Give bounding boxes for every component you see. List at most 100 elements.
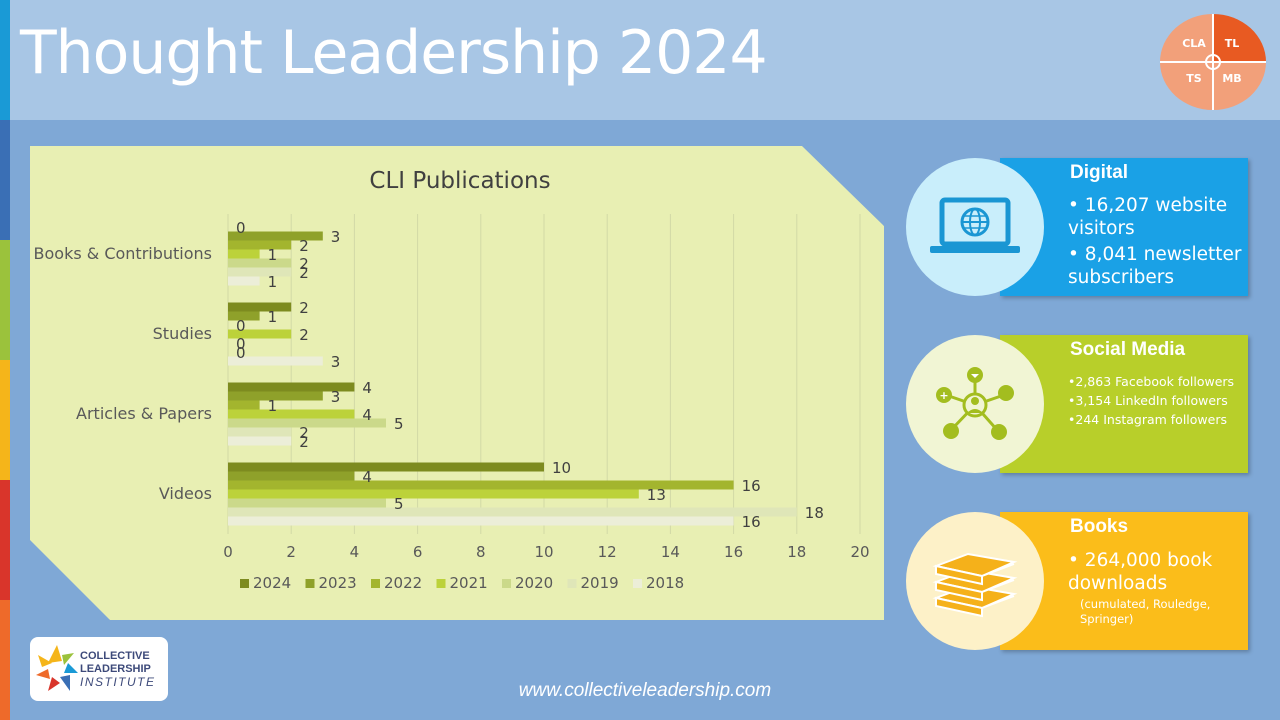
logo-line-1: COLLECTIVE <box>80 650 150 662</box>
digital-stat: • 8,041 newsletter subscribers <box>1068 244 1242 288</box>
x-tick-label: 6 <box>413 543 423 561</box>
bar-2018 <box>228 516 734 526</box>
books-icon-circle <box>906 512 1044 650</box>
data-label: 0 <box>236 344 246 362</box>
books-card: Books • 264,000 book downloads (cumulate… <box>906 512 1248 650</box>
bar-2019 <box>228 427 292 437</box>
social-stat-text: 244 Instagram followers <box>1075 412 1227 427</box>
social-stat: •244 Instagram followers <box>1068 412 1227 427</box>
data-label: 2 <box>299 299 309 317</box>
bar-2018 <box>228 276 260 286</box>
bar-2024 <box>228 302 292 312</box>
data-label: 1 <box>268 308 278 326</box>
bar-2023 <box>228 391 323 401</box>
x-tick-label: 8 <box>476 543 486 561</box>
data-label: 10 <box>552 459 571 477</box>
data-label: 3 <box>331 353 341 371</box>
data-label: 16 <box>742 513 761 531</box>
bar-2019 <box>228 507 797 517</box>
legend-label: 2018 <box>646 574 684 592</box>
digital-stat-text: 16,207 website visitors <box>1068 195 1228 239</box>
bar-2022 <box>228 480 734 490</box>
svg-text:+: + <box>939 389 948 402</box>
bar-2018 <box>228 356 323 366</box>
bar-2019 <box>228 267 292 277</box>
bar-2023 <box>228 311 260 321</box>
quadrant-tl: TL <box>1225 37 1240 50</box>
social-stat-text: 2,863 Facebook followers <box>1075 374 1235 389</box>
data-label: 4 <box>362 379 372 397</box>
data-label: 16 <box>742 477 761 495</box>
digital-stat-text: 8,041 newsletter subscribers <box>1068 244 1242 288</box>
data-label: 2 <box>299 255 309 273</box>
x-tick-label: 20 <box>850 543 869 561</box>
x-tick-label: 10 <box>534 543 553 561</box>
legend-swatch <box>567 579 577 588</box>
data-label: 1 <box>268 246 278 264</box>
legend-label: 2020 <box>515 574 553 592</box>
data-label: 4 <box>362 468 372 486</box>
legend-swatch <box>502 579 511 588</box>
legend-swatch <box>305 579 315 588</box>
quadrant-logo: CLA TL TS MB <box>1160 14 1266 110</box>
x-tick-label: 4 <box>350 543 360 561</box>
legend-swatch <box>633 579 642 588</box>
chart-category-labels: Books & Contributions Studies Articles & P… <box>34 244 212 503</box>
legend-label: 2024 <box>253 574 291 592</box>
chart-title: CLI Publications <box>369 168 550 194</box>
bar-2021 <box>228 489 639 499</box>
category-label: Studies <box>153 324 212 343</box>
social-media-card: + Social Media •2,863 Facebook followers… <box>906 335 1248 473</box>
legend-swatch <box>240 579 249 588</box>
website-link[interactable]: www.collectiveleadership.com <box>518 680 772 701</box>
data-label: 5 <box>394 415 404 433</box>
books-note: (cumulated, Rouledge, Springer) <box>1080 597 1211 626</box>
digital-card: Digital • 16,207 website visitors • 8,04… <box>906 158 1248 296</box>
x-tick-label: 12 <box>598 543 617 561</box>
bar-2022 <box>228 400 260 410</box>
data-label: 2 <box>299 326 309 344</box>
data-label: 18 <box>805 504 824 522</box>
digital-title: Digital <box>1070 162 1129 183</box>
quadrant-mb: MB <box>1222 72 1241 85</box>
bar-2021 <box>228 409 355 419</box>
books-stats: • 264,000 book downloads (cumulated, Rou… <box>1068 549 1248 627</box>
x-tick-label: 18 <box>787 543 806 561</box>
category-label: Videos <box>159 484 212 503</box>
chart-panel <box>30 146 884 620</box>
bar-2020 <box>228 498 386 508</box>
bar-2018 <box>228 436 292 446</box>
books-title: Books <box>1070 516 1129 537</box>
data-label: 4 <box>362 406 372 424</box>
books-stat-text: 264,000 book downloads <box>1068 550 1213 594</box>
social-title: Social Media <box>1070 339 1186 360</box>
laptop-globe-icon <box>930 197 1020 253</box>
bar-2020 <box>228 418 386 428</box>
bar-2024 <box>228 382 355 392</box>
quadrant-ts: TS <box>1186 72 1202 85</box>
data-label: 2 <box>299 433 309 451</box>
bar-2020 <box>228 258 292 268</box>
legend-label: 2022 <box>384 574 422 592</box>
bar-2023 <box>228 471 355 481</box>
data-label: 1 <box>268 397 278 415</box>
data-label: 3 <box>331 388 341 406</box>
legend-label: 2019 <box>581 574 619 592</box>
logo-line-2: LEADERSHIP <box>80 663 151 675</box>
logo-line-3: INSTITUTE <box>80 675 156 689</box>
social-stat-text: 3,154 LinkedIn followers <box>1075 393 1228 408</box>
bar-2022 <box>228 240 292 250</box>
data-label: 2 <box>299 264 309 282</box>
chart-x-tick-labels: 0 2 4 6 8 10 12 14 16 18 20 <box>223 543 869 561</box>
social-network-icon: + <box>936 367 1014 440</box>
data-label: 13 <box>647 486 666 504</box>
social-stats: •2,863 Facebook followers •3,154 LinkedI… <box>1068 372 1248 429</box>
category-label: Articles & Papers <box>76 404 212 423</box>
header-band <box>0 0 1280 120</box>
digital-icon-circle <box>906 158 1044 296</box>
bar-2023 <box>228 231 323 241</box>
x-tick-label: 14 <box>661 543 680 561</box>
bar-2024 <box>228 462 544 472</box>
legend-swatch <box>371 579 380 588</box>
